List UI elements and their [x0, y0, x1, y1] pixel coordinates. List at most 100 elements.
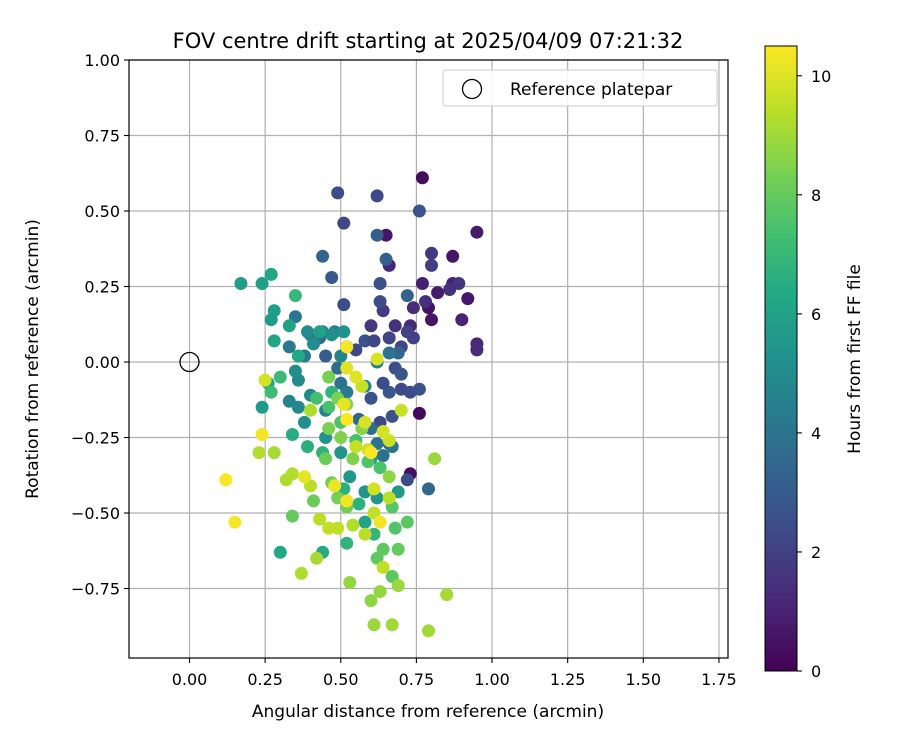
data-point [340, 494, 354, 508]
y-tick-label: 0.50 [84, 202, 120, 221]
colorbar-tick-label: 4 [811, 424, 821, 443]
y-tick-label: −0.50 [71, 504, 120, 523]
colorbar-ticks: 0 2 4 6 8 10 [797, 67, 831, 681]
y-axis-label: Rotation from reference (arcmin) [23, 219, 43, 499]
colorbar-label: Hours from first FF file [845, 264, 865, 454]
data-point [285, 428, 299, 441]
y-tick-label: 1.00 [84, 51, 120, 70]
grid [129, 59, 728, 658]
data-point [288, 289, 302, 303]
data-point [400, 325, 414, 339]
data-point [379, 252, 393, 266]
data-point [419, 295, 432, 309]
data-point [358, 415, 372, 429]
data-point [373, 515, 387, 529]
data-point [282, 340, 296, 354]
data-point [379, 228, 393, 242]
data-point [307, 494, 320, 508]
data-point [385, 409, 399, 423]
data-point [288, 310, 302, 324]
data-point [291, 400, 305, 414]
plot-frame [128, 59, 729, 659]
data-point [301, 440, 314, 454]
data-point [343, 576, 357, 589]
data-point [358, 515, 372, 529]
data-point [285, 509, 299, 523]
x-axis-ticks: 0.00 0.25 0.50 0.75 1.00 1.25 1.50 1.75 [172, 658, 737, 689]
data-point [331, 361, 345, 375]
data-point [470, 225, 484, 239]
data-point [267, 334, 281, 348]
data-point [412, 204, 426, 218]
data-point [340, 361, 354, 375]
data-point [364, 594, 378, 608]
x-tick-label: 0.25 [247, 670, 283, 689]
data-point [337, 216, 351, 230]
data-point [291, 349, 305, 363]
data-point [400, 473, 414, 487]
data-point [428, 452, 442, 466]
data-point [443, 283, 457, 296]
data-point [219, 473, 233, 487]
data-point [288, 364, 302, 378]
chart-title: FOV centre drift starting at 2025/04/09 … [173, 29, 684, 53]
data-point [446, 249, 460, 263]
data-point [367, 527, 381, 541]
data-point [322, 400, 336, 414]
data-point [325, 328, 339, 342]
x-tick-label: 1.50 [625, 670, 661, 689]
data-point [415, 171, 429, 185]
x-axis-label: Angular distance from reference (arcmin) [252, 702, 604, 722]
data-point [382, 470, 396, 484]
data-point [328, 479, 342, 493]
data-point [322, 422, 336, 435]
data-point [376, 560, 390, 574]
colorbar-tick-label: 0 [811, 662, 821, 681]
reference-marker-group [179, 351, 200, 373]
data-point [412, 406, 426, 420]
data-point [391, 579, 405, 592]
data-point [337, 325, 351, 339]
data-point [319, 452, 333, 466]
data-point [234, 277, 248, 290]
data-point [346, 452, 360, 466]
colorbar-tick-label: 6 [811, 305, 821, 324]
data-point [337, 298, 351, 312]
data-point [422, 482, 435, 496]
data-point [331, 186, 345, 200]
data-point [373, 295, 387, 309]
x-tick-label: 0.50 [323, 670, 359, 689]
data-point [376, 376, 390, 390]
data-point [400, 515, 414, 529]
data-point [461, 292, 475, 306]
data-point [340, 340, 354, 354]
data-point [322, 370, 336, 384]
data-point [346, 518, 360, 532]
data-point [273, 370, 287, 384]
y-tick-label: 0.75 [84, 127, 120, 146]
legend-label-reference: Reference platepar [510, 80, 672, 100]
data-point [400, 289, 414, 303]
data-point [382, 491, 396, 505]
data-point [334, 446, 348, 460]
legend: Reference platepar [442, 69, 718, 107]
data-point [319, 349, 333, 363]
data-point [470, 343, 484, 357]
data-point [264, 267, 278, 281]
data-point [388, 319, 402, 333]
data-point [422, 624, 435, 638]
data-point [331, 521, 345, 535]
data-point [376, 449, 390, 463]
data-point [440, 588, 454, 602]
data-point [425, 258, 438, 272]
data-point [370, 352, 384, 366]
data-point [340, 412, 354, 426]
data-point [310, 551, 324, 565]
colorbar-tick-label: 2 [811, 543, 821, 562]
data-point [388, 521, 402, 535]
legend-marker-reference [461, 78, 483, 100]
x-tick-label: 1.00 [474, 670, 510, 689]
x-tick-label: 1.75 [701, 670, 737, 689]
data-point [337, 397, 351, 411]
data-point [358, 334, 372, 348]
